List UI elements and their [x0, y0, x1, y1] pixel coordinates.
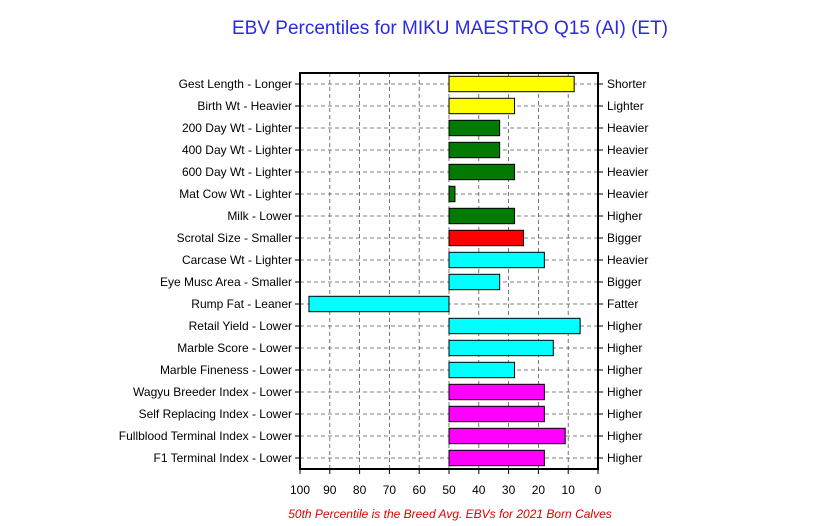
bar — [448, 405, 545, 423]
chart-footnote: 50th Percentile is the Breed Avg. EBVs f… — [288, 507, 612, 521]
category-label-right: Higher — [607, 451, 642, 465]
x-tick-label: 40 — [472, 483, 486, 497]
category-label-right: Bigger — [607, 275, 642, 289]
category-label-right: Fatter — [607, 297, 638, 311]
category-label-left: Rump Fat - Leaner — [191, 297, 292, 311]
category-label-right: Higher — [607, 385, 642, 399]
x-axis-ticks: 100 90 80 70 60 50 40 30 20 10 0 — [290, 83, 603, 497]
bar — [448, 427, 566, 445]
category-label-right: Higher — [607, 363, 642, 377]
category-label-right: Higher — [607, 407, 642, 421]
category-label-left: Mat Cow Wt - Lighter — [179, 187, 292, 201]
category-label-right: Higher — [607, 209, 642, 223]
chart-bars — [308, 75, 581, 467]
category-label-left: Self Replacing Index - Lower — [139, 407, 292, 421]
x-tick-label: 60 — [413, 483, 427, 497]
category-label-right: Shorter — [607, 77, 646, 91]
bar — [448, 339, 554, 357]
category-label-right: Heavier — [607, 187, 648, 201]
x-tick-label: 80 — [353, 483, 367, 497]
category-label-left: Marble Fineness - Lower — [160, 363, 292, 377]
category-label-right: Heavier — [607, 143, 648, 157]
category-label-left: Carcase Wt - Lighter — [182, 253, 292, 267]
left-category-labels: Gest Length - Longer Birth Wt - Heavier 20… — [119, 77, 292, 465]
bar — [308, 295, 450, 313]
category-label-left: Fullblood Terminal Index - Lower — [119, 429, 292, 443]
category-label-left: 400 Day Wt - Lighter — [182, 143, 292, 157]
category-label-right: Lighter — [607, 99, 644, 113]
bar — [448, 317, 581, 335]
category-label-left: Gest Length - Longer — [179, 77, 292, 91]
category-label-left: 600 Day Wt - Lighter — [182, 165, 292, 179]
category-label-right: Higher — [607, 341, 642, 355]
x-tick-label: 70 — [383, 483, 397, 497]
category-label-left: Milk - Lower — [227, 209, 292, 223]
category-label-left: Birth Wt - Heavier — [197, 99, 292, 113]
category-label-left: Retail Yield - Lower — [189, 319, 292, 333]
bar — [448, 361, 516, 379]
bar — [448, 229, 524, 247]
x-tick-label: 20 — [532, 483, 546, 497]
bar — [448, 449, 545, 467]
category-label-left: Eye Musc Area - Smaller — [160, 275, 292, 289]
bar — [448, 273, 501, 291]
x-tick-label: 90 — [323, 483, 337, 497]
category-label-right: Heavier — [607, 165, 648, 179]
bar — [448, 119, 501, 137]
x-tick-label: 30 — [502, 483, 516, 497]
chart-title: EBV Percentiles for MIKU MAESTRO Q15 (AI… — [232, 18, 668, 39]
bar — [448, 383, 545, 401]
bar — [448, 207, 516, 225]
category-label-right: Bigger — [607, 231, 642, 245]
category-label-right: Heavier — [607, 253, 648, 267]
bar — [448, 251, 545, 269]
category-label-left: Marble Score - Lower — [177, 341, 292, 355]
category-label-left: F1 Terminal Index - Lower — [153, 451, 292, 465]
x-tick-label: 10 — [562, 483, 576, 497]
category-label-left: 200 Day Wt - Lighter — [182, 121, 292, 135]
bar — [448, 163, 516, 181]
bar — [448, 141, 501, 159]
category-label-right: Higher — [607, 429, 642, 443]
category-label-right: Heavier — [607, 121, 648, 135]
bar — [448, 97, 516, 115]
x-tick-label: 50 — [442, 483, 456, 497]
bar — [448, 185, 456, 203]
bar — [448, 75, 575, 93]
category-label-left: Scrotal Size - Smaller — [177, 231, 292, 245]
x-tick-label: 0 — [595, 483, 602, 497]
category-label-left: Wagyu Breeder Index - Lower — [133, 385, 292, 399]
category-label-right: Higher — [607, 319, 642, 333]
x-tick-label: 100 — [290, 483, 310, 497]
right-category-labels: Shorter Lighter Heavier Heavier Heavier Heavi… — [607, 77, 648, 465]
